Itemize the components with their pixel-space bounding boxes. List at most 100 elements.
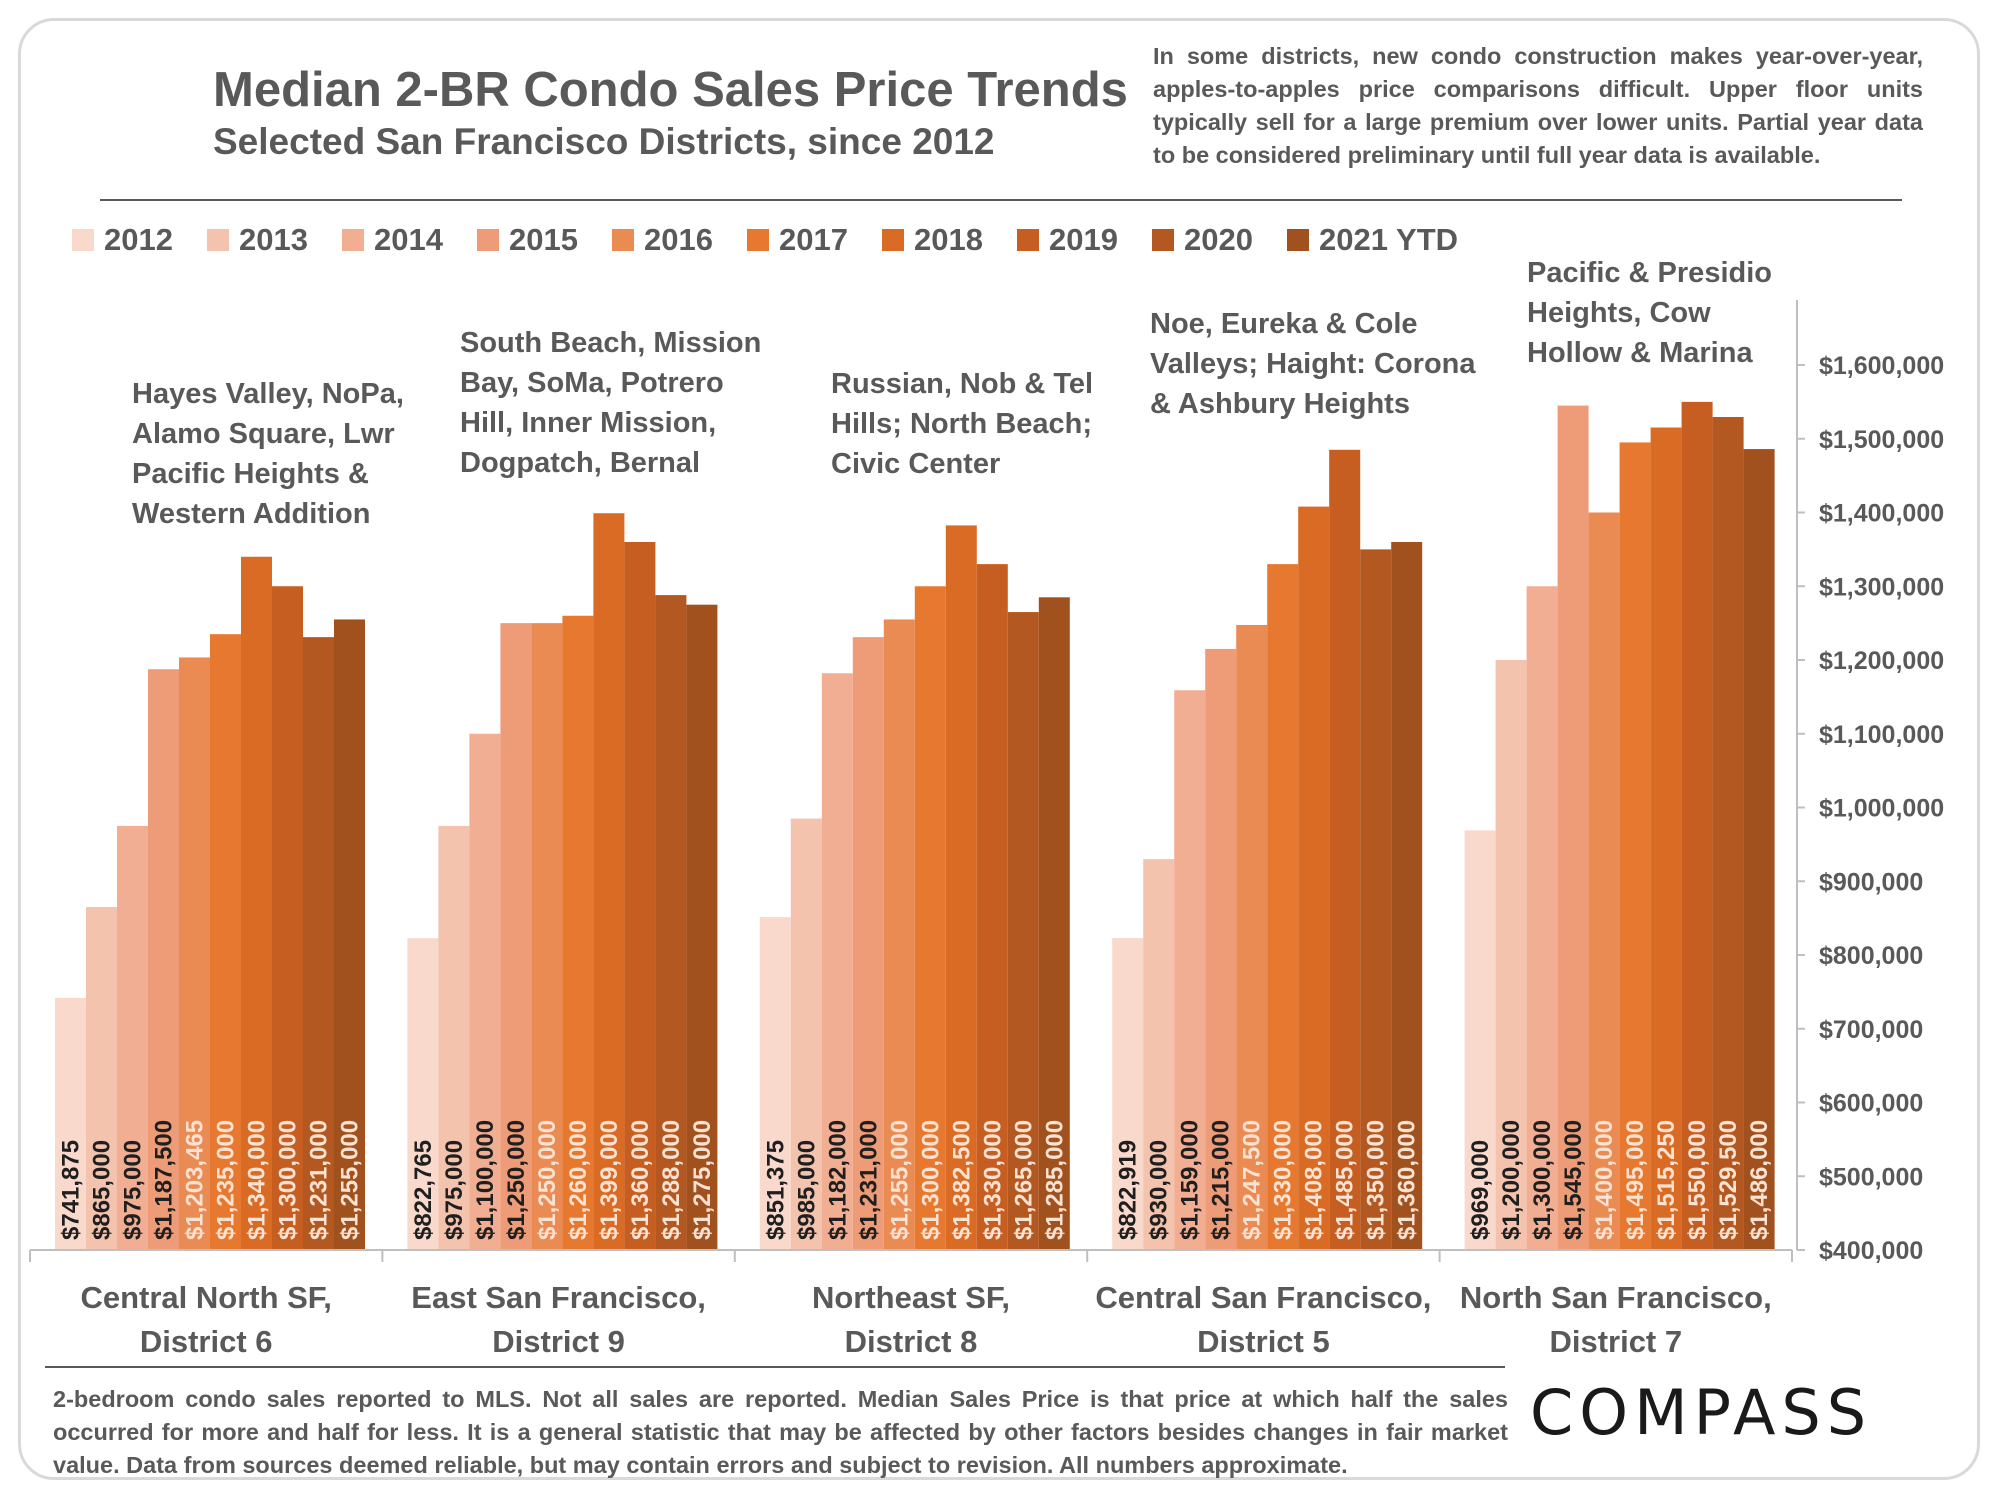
legend-label: 2021 YTD: [1319, 222, 1458, 257]
bar: [469, 733, 501, 1250]
district-neighborhoods: Valleys; Haight: Corona: [1150, 348, 1476, 380]
district-neighborhoods: Russian, Nob & Tel: [831, 368, 1093, 400]
y-tick-label: $1,400,000: [1819, 500, 1944, 528]
bar: [272, 586, 303, 1250]
bar: [1007, 612, 1039, 1250]
bar: [1205, 648, 1237, 1250]
category-label: East San Francisco,: [411, 1280, 706, 1315]
data-label: $969,000: [1467, 1140, 1494, 1240]
data-label: $1,330,000: [1270, 1120, 1297, 1240]
y-tick-label: $1,100,000: [1819, 721, 1944, 749]
bar: [1038, 597, 1070, 1250]
data-label: $1,250,000: [534, 1120, 561, 1240]
legend-label: 2019: [1049, 222, 1118, 257]
y-tick-label: $1,500,000: [1819, 426, 1944, 454]
data-label: $1,250,000: [503, 1120, 530, 1240]
category-label: District 7: [1549, 1324, 1682, 1359]
bar: [1712, 416, 1744, 1250]
district-neighborhoods: Dogpatch, Bernal: [460, 447, 700, 479]
district-neighborhoods: Heights, Cow: [1527, 297, 1711, 329]
legend-swatch-2021-ytd: [1287, 229, 1309, 251]
category-label: District 8: [845, 1324, 978, 1359]
bar: [593, 513, 625, 1250]
category-label: Northeast SF,: [812, 1280, 1010, 1315]
data-label: $1,485,000: [1332, 1120, 1359, 1240]
data-label: $985,000: [793, 1140, 820, 1240]
y-tick-label: $400,000: [1819, 1237, 1923, 1265]
data-label: $1,529,500: [1715, 1120, 1742, 1240]
legend-swatch-2012: [72, 229, 94, 251]
data-label: $851,375: [762, 1140, 789, 1240]
bar: [1619, 442, 1651, 1250]
y-tick-label: $1,600,000: [1819, 352, 1944, 380]
bar: [686, 604, 718, 1250]
data-label: $1,545,000: [1560, 1120, 1587, 1240]
bar: [407, 938, 439, 1250]
data-label: $1,182,000: [824, 1120, 851, 1240]
bar: [759, 917, 791, 1250]
bar: [655, 595, 687, 1250]
y-tick-label: $800,000: [1819, 942, 1923, 970]
bar: [945, 525, 977, 1250]
data-label: $1,260,000: [565, 1120, 592, 1240]
bar: [1236, 624, 1268, 1250]
bar: [1391, 542, 1423, 1250]
data-label: $1,340,000: [244, 1120, 271, 1240]
bar: [562, 615, 594, 1250]
legend-label: 2020: [1184, 222, 1253, 257]
district-neighborhoods: Hayes Valley, NoPa,: [132, 378, 404, 410]
bar: [1267, 564, 1299, 1250]
chart-title: Median 2-BR Condo Sales Price Trends: [213, 63, 1128, 117]
district-neighborhoods: Bay, SoMa, Potrero: [460, 367, 724, 399]
data-label: $1,288,000: [658, 1120, 685, 1240]
data-label: $1,350,000: [1363, 1120, 1390, 1240]
bar: [148, 669, 179, 1250]
y-tick-label: $600,000: [1819, 1090, 1923, 1118]
data-label: $1,300,000: [275, 1120, 302, 1240]
bar: [500, 623, 532, 1250]
data-label: $1,550,000: [1684, 1120, 1711, 1240]
legend-swatch-2020: [1152, 229, 1174, 251]
legend-swatch-2018: [882, 229, 904, 251]
legend-swatch-2013: [207, 229, 229, 251]
data-label: $1,231,000: [306, 1120, 333, 1240]
data-label: $1,399,000: [596, 1120, 623, 1240]
legend-swatch-2019: [1017, 229, 1039, 251]
data-label: $1,231,000: [855, 1120, 882, 1240]
bar: [1329, 449, 1361, 1250]
category-label: Central San Francisco,: [1095, 1280, 1431, 1315]
y-tick-label: $1,000,000: [1819, 795, 1944, 823]
data-label: $865,000: [89, 1140, 116, 1240]
bar: [976, 564, 1008, 1250]
bar: [1143, 859, 1175, 1250]
data-label: $1,486,000: [1746, 1120, 1773, 1240]
legend-swatch-2014: [342, 229, 364, 251]
data-label: $1,255,000: [886, 1120, 913, 1240]
legend-label: 2014: [374, 222, 444, 257]
data-label: $1,187,500: [151, 1120, 178, 1240]
bar: [624, 542, 656, 1250]
legend-label: 2018: [914, 222, 983, 257]
bar: [914, 586, 946, 1250]
legend-swatch-2017: [747, 229, 769, 251]
bar: [1526, 586, 1558, 1250]
bar: [1112, 938, 1144, 1250]
chart-subtitle: Selected San Francisco Districts, since …: [213, 121, 995, 162]
bar: [531, 623, 563, 1250]
bar: [1588, 512, 1620, 1250]
district-neighborhoods: Hills; North Beach;: [831, 408, 1092, 440]
district-neighborhoods: Alamo Square, Lwr: [132, 418, 395, 450]
bar: [334, 619, 365, 1250]
district-neighborhoods: Hollow & Marina: [1527, 337, 1753, 369]
y-tick-label: $700,000: [1819, 1016, 1923, 1044]
data-label: $1,400,000: [1591, 1120, 1618, 1240]
bar: [210, 634, 241, 1250]
category-label: North San Francisco,: [1460, 1280, 1772, 1315]
data-label: $975,000: [441, 1140, 468, 1240]
bar: [1495, 660, 1527, 1250]
y-tick-label: $900,000: [1819, 868, 1923, 896]
bar: [852, 637, 884, 1250]
data-label: $1,495,000: [1622, 1120, 1649, 1240]
data-label: $930,000: [1146, 1140, 1173, 1240]
bar: [1743, 449, 1775, 1250]
